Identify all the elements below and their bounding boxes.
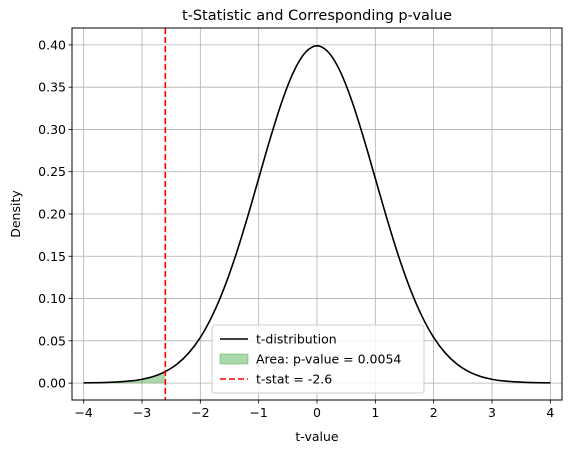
x-tick-label: 4 [546, 405, 554, 420]
x-tick-label: −2 [191, 405, 209, 420]
x-tick-label: −3 [133, 405, 151, 420]
legend-label: t-distribution [256, 332, 337, 347]
y-tick-label: 0.40 [38, 37, 66, 52]
y-tick-label: 0.30 [38, 122, 66, 137]
x-tick-label: 3 [488, 405, 496, 420]
y-tick-label: 0.15 [38, 249, 66, 264]
ticks: −4 −3 −2 −1 0 1 2 3 4 0.00 0.05 0.10 0.15 0.20 0.25 0.3… [38, 37, 554, 420]
legend-swatch-area [219, 353, 249, 365]
y-tick-label: 0.05 [38, 333, 66, 348]
y-tick-label: 0.25 [38, 164, 66, 179]
legend-label: Area: p-value = 0.0054 [256, 352, 401, 367]
x-tick-label: −4 [74, 405, 92, 420]
x-axis-label: t-value [295, 429, 339, 444]
y-axis-label: Density [8, 190, 23, 238]
p-value-area [83, 371, 166, 384]
chart-title: t-Statistic and Corresponding p-value [182, 8, 452, 24]
x-tick-label: 2 [430, 405, 438, 420]
x-tick-label: 0 [313, 405, 321, 420]
x-tick-label: −1 [249, 405, 267, 420]
legend-label: t-stat = -2.6 [256, 372, 332, 387]
legend-box [211, 324, 425, 394]
legend: t-distribution Area: p-value = 0.0054 t-st… [211, 324, 425, 394]
y-tick-label: 0.20 [38, 207, 66, 222]
y-tick-label: 0.35 [38, 80, 66, 95]
grid [72, 28, 562, 400]
y-tick-label: 0.10 [38, 291, 66, 306]
y-tick-label: 0.00 [38, 376, 66, 391]
plot-area [83, 28, 551, 400]
t-distribution-line [83, 45, 551, 384]
x-tick-label: 1 [371, 405, 379, 420]
